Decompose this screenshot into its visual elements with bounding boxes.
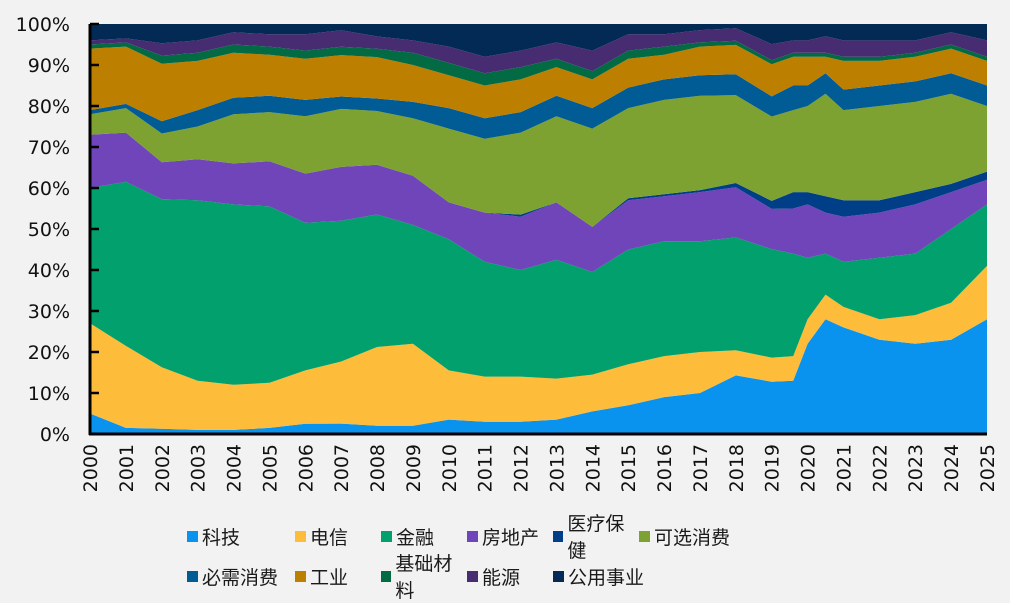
legend-label: 公用事业	[568, 566, 645, 589]
legend-swatch	[467, 570, 478, 582]
legend-item-healthcare: 医疗保健	[553, 509, 639, 563]
area-series-3	[90, 132, 987, 272]
y-tick-label: 40%	[28, 260, 70, 282]
area-series-0	[90, 319, 987, 434]
legend-row-2: 必需消费 工业 基础材料 能源 公用事业	[187, 553, 867, 602]
y-tick-label: 10%	[28, 383, 70, 405]
area-series-9	[90, 28, 987, 74]
legend-item-telecom: 电信	[295, 523, 381, 550]
legend: 科技 电信 金融 房地产 医疗保健 可选消费 必需消费 工业 基础材料 能源 公…	[187, 513, 867, 602]
area-series-5	[90, 93, 987, 227]
legend-swatch	[553, 530, 564, 542]
y-tick-label: 50%	[28, 219, 70, 241]
x-tick-label: 2018	[726, 444, 748, 492]
legend-label: 可选消费	[654, 526, 731, 549]
x-axis-ticks: 2000 2001 2002 2003 2004 2005 2006 2007 2008 2009…	[80, 444, 999, 492]
area-series-7	[90, 44, 987, 122]
legend-swatch	[187, 570, 198, 582]
legend-item-finance: 金融	[381, 523, 467, 550]
x-tick-label: 2004	[224, 444, 246, 492]
x-tick-label: 2016	[654, 444, 676, 492]
x-tick-label: 2014	[582, 444, 604, 492]
x-tick-label: 2022	[869, 444, 891, 492]
x-tick-label: 2005	[259, 444, 281, 492]
y-tick-label: 30%	[28, 301, 70, 323]
legend-swatch	[639, 530, 650, 542]
x-tick-label: 2020	[798, 444, 820, 492]
legend-swatch	[553, 570, 564, 582]
legend-label: 电信	[310, 526, 349, 549]
legend-swatch	[381, 530, 392, 542]
legend-swatch	[295, 530, 306, 542]
x-tick-label: 2009	[403, 444, 425, 492]
x-tick-label: 2007	[331, 444, 353, 492]
legend-swatch	[467, 530, 478, 542]
area-series-8	[90, 40, 987, 86]
x-tick-label: 2017	[690, 444, 712, 492]
area-series-2	[90, 181, 987, 385]
y-axis-ticks: 0% 10% 20% 30% 40% 50% 60% 70% 80% 90% 100%	[16, 14, 99, 446]
y-tick-label: 0%	[40, 424, 70, 446]
x-tick-label: 2008	[367, 444, 389, 492]
legend-swatch	[381, 570, 392, 582]
legend-item-consumer-staples: 必需消费	[187, 563, 295, 590]
x-tick-label: 2001	[116, 444, 138, 492]
x-tick-label: 2012	[511, 444, 533, 492]
legend-label: 科技	[202, 526, 241, 549]
y-tick-label: 70%	[28, 137, 70, 159]
x-tick-label: 2006	[295, 444, 317, 492]
legend-label: 金融	[396, 526, 435, 549]
y-tick-label: 60%	[28, 178, 70, 200]
legend-item-utilities: 公用事业	[553, 563, 653, 590]
legend-item-energy: 能源	[467, 563, 553, 590]
legend-swatch	[187, 530, 198, 542]
legend-label: 医疗保健	[567, 513, 625, 562]
x-tick-label: 2015	[618, 444, 640, 492]
legend-item-materials: 基础材料	[381, 549, 467, 603]
y-tick-label: 100%	[16, 14, 70, 36]
x-tick-label: 2011	[475, 444, 497, 492]
area-series-1	[90, 265, 987, 430]
legend-label: 房地产	[482, 526, 540, 549]
x-tick-label: 2000	[80, 444, 102, 492]
y-tick-label: 20%	[28, 342, 70, 364]
legend-item-real-estate: 房地产	[467, 523, 553, 550]
x-tick-label: 2023	[905, 444, 927, 492]
area-series-6	[90, 73, 987, 139]
x-tick-label: 2010	[439, 444, 461, 492]
x-tick-label: 2025	[977, 444, 999, 492]
legend-item-tech: 科技	[187, 523, 295, 550]
x-tick-label: 2021	[833, 444, 855, 492]
legend-swatch	[295, 570, 306, 582]
area-series-group	[90, 24, 987, 434]
area-series-10	[90, 24, 987, 57]
legend-row-1: 科技 电信 金融 房地产 医疗保健 可选消费	[187, 513, 867, 562]
y-tick-label: 80%	[28, 96, 70, 118]
y-tick-label: 90%	[28, 55, 70, 77]
legend-label: 工业	[310, 566, 349, 589]
legend-label: 能源	[482, 566, 521, 589]
legend-item-industrials: 工业	[295, 563, 381, 590]
legend-label: 必需消费	[202, 566, 279, 589]
x-tick-label: 2013	[546, 444, 568, 492]
x-tick-label: 2003	[188, 444, 210, 492]
x-tick-label: 2002	[152, 444, 174, 492]
legend-label: 基础材料	[395, 553, 453, 602]
area-series-4	[90, 132, 987, 227]
legend-item-consumer-discretionary: 可选消费	[639, 523, 739, 550]
x-tick-label: 2019	[762, 444, 784, 492]
x-tick-label: 2024	[941, 444, 963, 492]
